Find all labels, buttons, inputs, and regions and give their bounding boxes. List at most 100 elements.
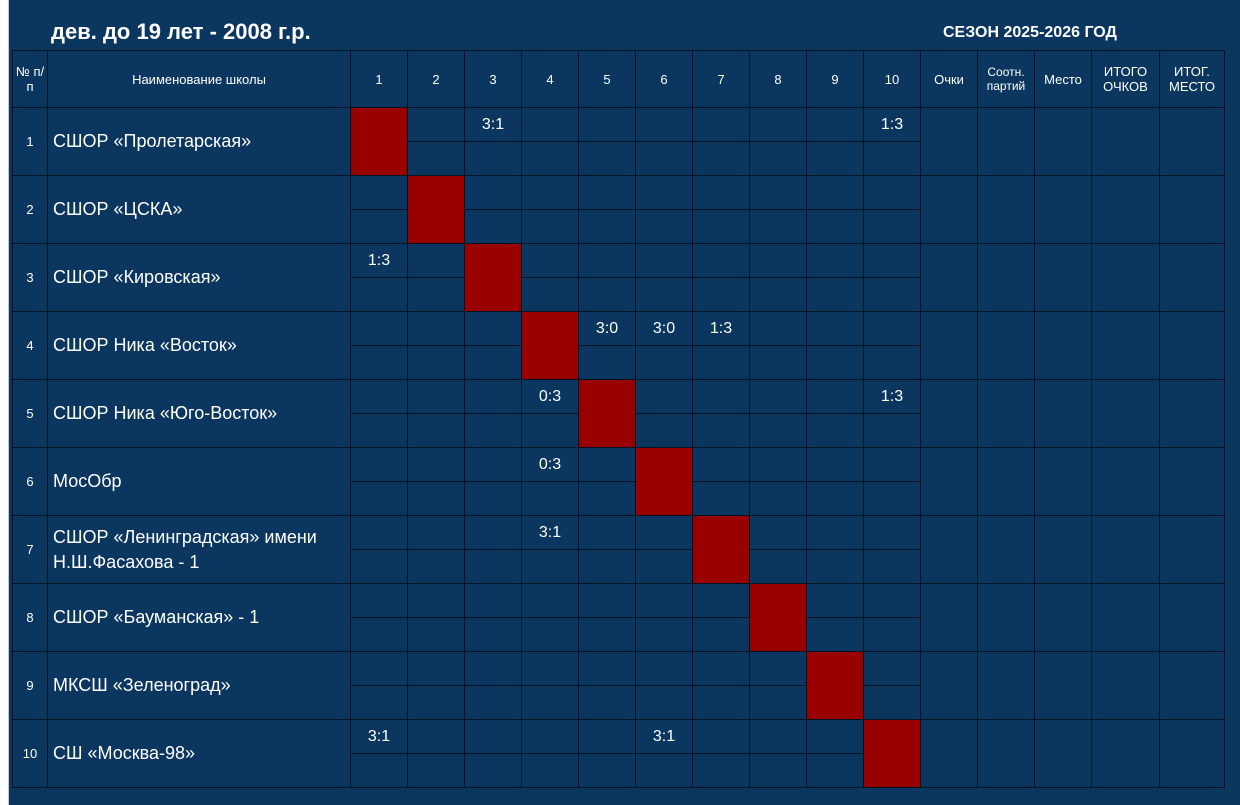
header-points[interactable]: Очки	[920, 50, 978, 108]
score-subcell[interactable]	[407, 685, 465, 720]
score-cell[interactable]	[863, 583, 921, 618]
score-cell[interactable]	[635, 175, 693, 210]
score-cell[interactable]	[863, 243, 921, 278]
score-cell[interactable]	[635, 583, 693, 618]
score-subcell[interactable]	[578, 549, 636, 584]
score-cell[interactable]	[407, 243, 465, 278]
score-subcell[interactable]	[749, 345, 807, 380]
final-place-cell[interactable]	[1159, 583, 1225, 652]
place-cell[interactable]	[1034, 107, 1092, 176]
score-subcell[interactable]	[464, 685, 522, 720]
score-subcell[interactable]	[863, 209, 921, 244]
header-col-5[interactable]: 5	[578, 50, 636, 108]
place-cell[interactable]	[1034, 447, 1092, 516]
score-cell[interactable]	[578, 515, 636, 550]
school-name[interactable]: МКСШ «Зеленоград»	[47, 651, 351, 720]
score-cell[interactable]	[407, 515, 465, 550]
score-subcell[interactable]	[635, 141, 693, 176]
header-col-2[interactable]: 2	[407, 50, 465, 108]
score-cell[interactable]	[464, 447, 522, 482]
score-cell[interactable]	[521, 583, 579, 618]
score-cell[interactable]	[749, 311, 807, 346]
header-total-points[interactable]: ИТОГО ОЧКОВ	[1091, 50, 1160, 108]
score-cell[interactable]	[521, 719, 579, 754]
header-col-10[interactable]: 10	[863, 50, 921, 108]
score-subcell[interactable]	[749, 549, 807, 584]
row-number[interactable]: 4	[12, 311, 48, 380]
place-cell[interactable]	[1034, 243, 1092, 312]
total-points-cell[interactable]	[1091, 447, 1160, 516]
score-subcell[interactable]	[350, 345, 408, 380]
score-subcell[interactable]	[407, 549, 465, 584]
place-cell[interactable]	[1034, 379, 1092, 448]
score-cell[interactable]	[692, 447, 750, 482]
score-cell[interactable]	[749, 515, 807, 550]
place-cell[interactable]	[1034, 515, 1092, 584]
score-cell[interactable]	[635, 243, 693, 278]
score-subcell[interactable]	[464, 141, 522, 176]
score-cell[interactable]	[521, 107, 579, 142]
header-place[interactable]: Место	[1034, 50, 1092, 108]
ratio-cell[interactable]	[977, 447, 1035, 516]
score-cell[interactable]	[863, 651, 921, 686]
score-cell[interactable]	[407, 651, 465, 686]
score-subcell[interactable]	[578, 209, 636, 244]
score-cell[interactable]	[863, 515, 921, 550]
score-cell[interactable]	[407, 583, 465, 618]
total-points-cell[interactable]	[1091, 379, 1160, 448]
points-cell[interactable]	[920, 379, 978, 448]
score-cell[interactable]: 3:0	[578, 311, 636, 346]
score-subcell[interactable]	[578, 141, 636, 176]
place-cell[interactable]	[1034, 651, 1092, 720]
score-subcell[interactable]	[692, 617, 750, 652]
score-subcell[interactable]	[521, 209, 579, 244]
score-subcell[interactable]	[578, 481, 636, 516]
score-subcell[interactable]	[350, 753, 408, 788]
score-cell[interactable]	[806, 583, 864, 618]
total-points-cell[interactable]	[1091, 311, 1160, 380]
score-subcell[interactable]	[692, 753, 750, 788]
score-cell[interactable]	[578, 107, 636, 142]
score-subcell[interactable]	[578, 617, 636, 652]
header-ratio[interactable]: Соотн. партий	[977, 50, 1035, 108]
score-subcell[interactable]	[521, 413, 579, 448]
score-cell[interactable]	[350, 175, 408, 210]
score-cell[interactable]: 1:3	[350, 243, 408, 278]
ratio-cell[interactable]	[977, 311, 1035, 380]
score-cell[interactable]	[692, 583, 750, 618]
points-cell[interactable]	[920, 447, 978, 516]
total-points-cell[interactable]	[1091, 107, 1160, 176]
score-cell[interactable]	[806, 311, 864, 346]
score-subcell[interactable]	[521, 549, 579, 584]
score-cell[interactable]	[806, 719, 864, 754]
score-subcell[interactable]	[635, 617, 693, 652]
score-subcell[interactable]	[350, 209, 408, 244]
score-subcell[interactable]	[578, 753, 636, 788]
place-cell[interactable]	[1034, 583, 1092, 652]
points-cell[interactable]	[920, 515, 978, 584]
score-subcell[interactable]	[635, 209, 693, 244]
ratio-cell[interactable]	[977, 719, 1035, 788]
score-subcell[interactable]	[350, 413, 408, 448]
row-number[interactable]: 5	[12, 379, 48, 448]
score-cell[interactable]	[578, 243, 636, 278]
score-cell[interactable]	[692, 175, 750, 210]
ratio-cell[interactable]	[977, 107, 1035, 176]
header-col-7[interactable]: 7	[692, 50, 750, 108]
ratio-cell[interactable]	[977, 175, 1035, 244]
score-subcell[interactable]	[863, 141, 921, 176]
score-cell[interactable]: 1:3	[863, 379, 921, 414]
school-name[interactable]: СШОР «Кировская»	[47, 243, 351, 312]
score-subcell[interactable]	[407, 141, 465, 176]
score-subcell[interactable]	[407, 481, 465, 516]
score-cell[interactable]	[350, 447, 408, 482]
score-cell[interactable]	[407, 719, 465, 754]
score-subcell[interactable]	[692, 141, 750, 176]
score-cell[interactable]	[521, 175, 579, 210]
score-subcell[interactable]	[521, 617, 579, 652]
score-subcell[interactable]	[635, 549, 693, 584]
school-name[interactable]: СШОР «Бауманская» - 1	[47, 583, 351, 652]
score-cell[interactable]	[578, 583, 636, 618]
score-subcell[interactable]	[806, 549, 864, 584]
score-subcell[interactable]	[464, 481, 522, 516]
